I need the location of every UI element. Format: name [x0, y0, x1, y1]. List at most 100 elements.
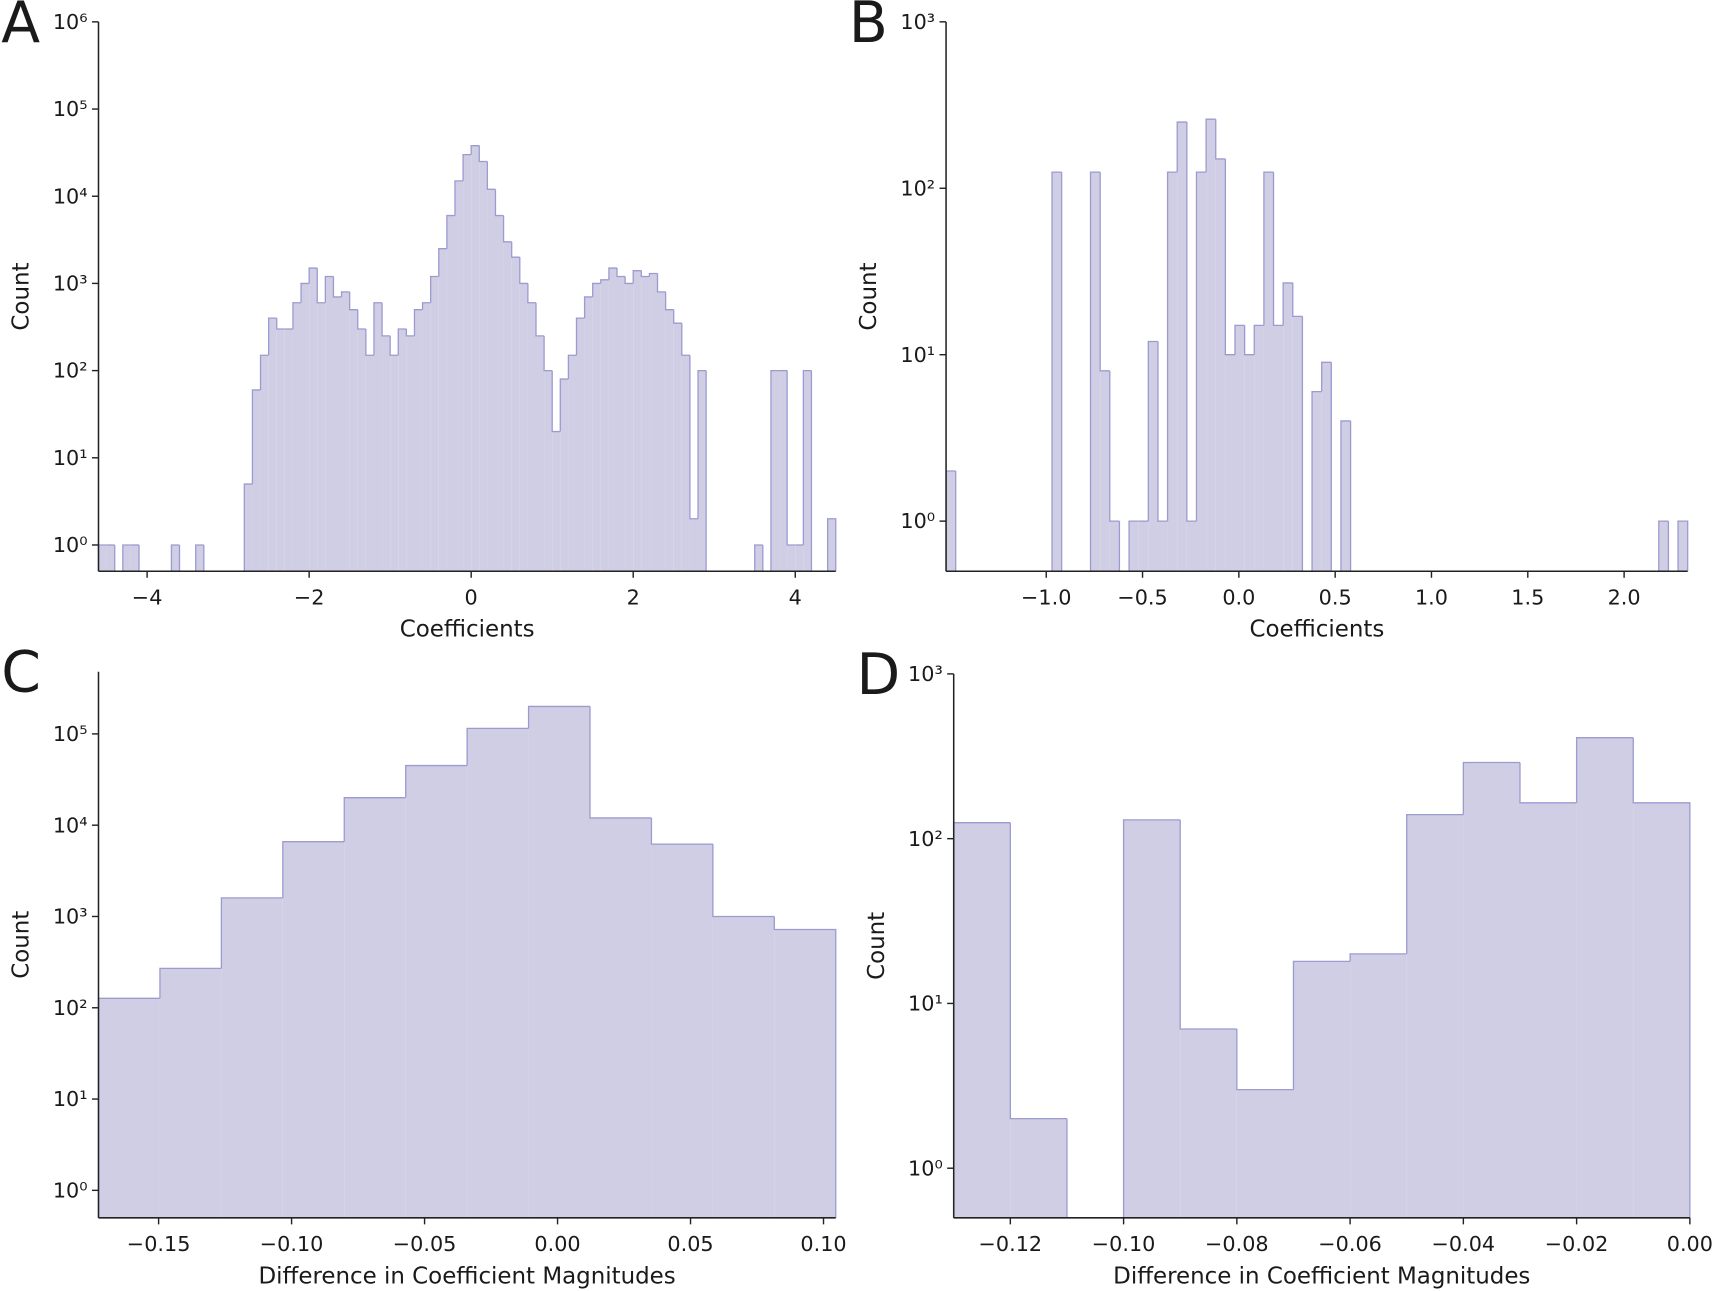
y-tick-label: 10⁴ [53, 813, 88, 837]
panel-label: C [1, 640, 41, 706]
y-tick-label: 10² [53, 996, 88, 1020]
x-tick-label: −1.0 [1021, 586, 1071, 610]
bar-outline [1205, 118, 1216, 173]
bar [712, 916, 775, 1218]
bar [589, 817, 652, 1218]
bar-outline [1215, 119, 1226, 160]
bar-outline [1176, 121, 1187, 173]
x-axis-label: Coefficients [400, 617, 535, 643]
bar-outline [470, 145, 480, 155]
bar-outline [332, 276, 342, 298]
bar [1167, 172, 1178, 572]
bar-outline [575, 317, 585, 356]
bar-outline [1060, 172, 1072, 572]
bar-outline [478, 145, 488, 163]
bar-outline [421, 302, 431, 310]
bar-outline [1009, 822, 1067, 1120]
bar [552, 431, 561, 572]
bar-outline [1292, 282, 1303, 318]
bar [1180, 1028, 1237, 1218]
bar [1244, 354, 1255, 572]
bar-outline [826, 518, 837, 572]
bar [576, 318, 585, 572]
bar-outline [203, 544, 212, 572]
bar-outline [1118, 521, 1130, 572]
bar [301, 283, 310, 572]
y-tick-label: 10³ [908, 662, 943, 686]
bar-outline [770, 369, 780, 572]
bar [651, 844, 713, 1218]
bar-outline [600, 279, 609, 284]
bar-outline [1677, 520, 1689, 572]
bar-outline [624, 276, 634, 285]
bar [309, 268, 318, 572]
bar-outline [773, 916, 837, 1218]
bar-outline [1263, 171, 1274, 326]
bar [1283, 282, 1293, 572]
bar-outline [438, 248, 447, 277]
bar-outline [802, 369, 812, 545]
bar-outline [373, 302, 383, 356]
bar-outline [1340, 420, 1351, 572]
bar [584, 296, 593, 572]
bar [357, 329, 366, 572]
bar-outline [494, 189, 504, 217]
bar [625, 283, 634, 572]
bar-outline [1658, 520, 1669, 572]
bar [754, 544, 763, 572]
bar [1100, 370, 1110, 572]
bar [1321, 362, 1332, 572]
bar [698, 370, 707, 572]
x-tick-label: −0.04 [1432, 1232, 1496, 1256]
bar [317, 302, 326, 572]
bar-outline [535, 302, 545, 337]
bar [1129, 521, 1139, 572]
bar [1519, 802, 1577, 1218]
bar-outline [1292, 960, 1351, 1090]
bar-outline [1406, 813, 1464, 954]
bar-outline [466, 727, 529, 766]
bar [1236, 1089, 1294, 1218]
y-tick-label: 10¹ [53, 446, 88, 470]
bar [641, 276, 650, 572]
y-tick-label: 10⁰ [53, 533, 88, 557]
bar-outline [1066, 1118, 1124, 1219]
bar-outline [1099, 172, 1110, 372]
bar [770, 370, 780, 572]
bar-outline [527, 283, 536, 304]
bar-outline [608, 267, 618, 280]
bar-outline [511, 241, 520, 258]
bar-outline [430, 275, 439, 303]
y-tick-label: 10¹ [908, 992, 943, 1016]
bar [130, 544, 140, 572]
bar-outline [405, 764, 468, 798]
bar [1206, 119, 1216, 572]
bar [774, 929, 836, 1218]
bar [98, 544, 107, 572]
bar [1215, 158, 1226, 572]
y-tick-label: 10⁰ [900, 509, 935, 533]
y-tick-label: 10⁰ [53, 1178, 88, 1202]
bar [471, 145, 480, 572]
bar-outline [178, 544, 188, 572]
bar-outline [1224, 158, 1236, 356]
bar [446, 215, 455, 572]
bar-outline [300, 282, 310, 303]
bar-outline [340, 291, 350, 297]
bar [467, 728, 529, 1218]
bar-outline [381, 302, 391, 337]
x-tick-label: −4 [132, 586, 163, 610]
bar-outline [292, 302, 302, 330]
bar-outline [1128, 520, 1139, 572]
bar [349, 309, 358, 572]
bar-outline [1089, 171, 1101, 572]
bar [1157, 521, 1168, 572]
x-axis-label: Difference in Coefficient Magnitudes [259, 1263, 676, 1289]
bar [276, 329, 285, 572]
bar-outline [754, 544, 763, 572]
bar [1186, 521, 1197, 572]
bar [244, 484, 253, 572]
bar-outline [1301, 316, 1313, 572]
